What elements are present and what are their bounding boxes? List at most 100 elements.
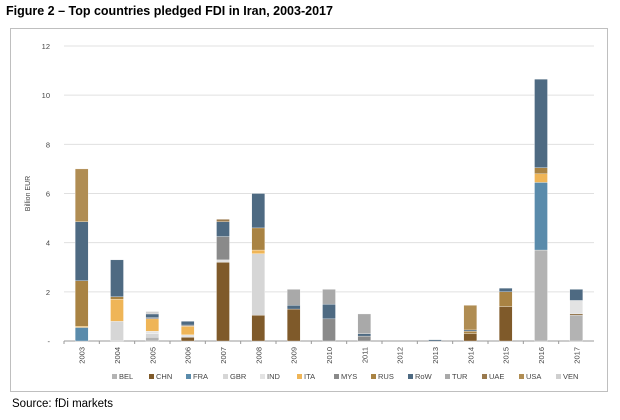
legend-swatch-mys bbox=[334, 374, 339, 379]
bar-segment-ita-2008 bbox=[251, 249, 265, 254]
bar-segment-ita-2005 bbox=[145, 318, 159, 332]
bar-segment-gbr-2008 bbox=[251, 253, 265, 316]
x-tick-label: 2007 bbox=[219, 347, 228, 364]
x-tick-label: 2013 bbox=[431, 347, 440, 364]
bar-segment-fra-2016 bbox=[534, 182, 548, 251]
y-tick-label: 6 bbox=[46, 190, 50, 199]
legend-swatch-ven bbox=[556, 374, 561, 379]
bar-segment-rus-2004 bbox=[110, 296, 124, 300]
bar-segment-usa-2003 bbox=[75, 168, 89, 222]
bar-segment-row-2003 bbox=[75, 221, 89, 281]
x-tick-label: 2011 bbox=[360, 347, 369, 363]
x-tick-label: 2017 bbox=[572, 347, 581, 364]
bar-segment-chn-2006 bbox=[181, 337, 195, 342]
x-tick-label: 2012 bbox=[396, 347, 405, 364]
legend-label-usa: USA bbox=[526, 372, 541, 381]
bar-segment-ita-2006 bbox=[181, 326, 195, 336]
chart-frame bbox=[10, 28, 608, 392]
bar-segment-ind-2007 bbox=[216, 259, 230, 263]
legend-label-uae: UAE bbox=[489, 372, 504, 381]
x-tick-label: 2009 bbox=[290, 347, 299, 364]
legend-swatch-row bbox=[408, 374, 413, 379]
chart-title: Figure 2 – Top countries pledged FDI in … bbox=[6, 4, 333, 18]
bar-segment-row-2015 bbox=[499, 287, 513, 292]
source-note: Source: fDi markets bbox=[12, 398, 113, 410]
legend-swatch-rus bbox=[371, 374, 376, 379]
legend-swatch-ita bbox=[297, 374, 302, 379]
bar-segment-chn-2007 bbox=[216, 262, 230, 342]
legend-label-fra: FRA bbox=[193, 372, 208, 381]
bar-segment-ita-2016 bbox=[534, 173, 548, 183]
bar-segment-chn-2017 bbox=[569, 313, 583, 316]
stacked-bar-chart: - 2 4 6 8 10 12 Billion EUR 2003 2004 2005 2006 2007… bbox=[25, 42, 594, 381]
bar-segment-mys-2006 bbox=[181, 324, 195, 327]
legend-label-ita: ITA bbox=[304, 372, 315, 381]
bar-segment-bel-2017 bbox=[569, 315, 583, 342]
bar-segment-chn-2009 bbox=[287, 308, 301, 342]
y-tick-label: 4 bbox=[46, 239, 50, 248]
x-tick-label: 2003 bbox=[78, 347, 87, 364]
bar-segment-row-2005 bbox=[145, 313, 159, 318]
bar-segment-bel-2005 bbox=[145, 337, 159, 342]
bar-segment-rus-2015 bbox=[499, 291, 513, 307]
bar-segment-bel-2016 bbox=[534, 249, 548, 342]
y-tick-label: 8 bbox=[46, 140, 50, 149]
x-tick-label: 2004 bbox=[113, 347, 122, 364]
bar-segment-row-2008 bbox=[251, 193, 265, 229]
bar-segment-chn-2014 bbox=[463, 333, 477, 342]
bar-segment-rus-2003 bbox=[75, 280, 89, 327]
bar-segment-row-2010 bbox=[322, 303, 336, 320]
bar-segment-fra-2003 bbox=[75, 327, 89, 342]
x-tick-label: 2006 bbox=[184, 347, 193, 364]
bar-segment-mys-2010 bbox=[322, 318, 336, 342]
legend-swatch-tur bbox=[445, 374, 450, 379]
bar-segment-chn-2015 bbox=[499, 306, 513, 342]
bar-segment-row-2011 bbox=[357, 333, 371, 337]
legend-swatch-gbr bbox=[223, 374, 228, 379]
bar-segment-usa-2014 bbox=[463, 305, 477, 331]
legend-label-rus: RUS bbox=[378, 372, 394, 381]
y-axis-label: Billion EUR bbox=[25, 176, 32, 211]
bar-segment-tur-2010 bbox=[322, 289, 336, 305]
bar-segment-rus-2008 bbox=[251, 227, 265, 251]
legend-label-chn: CHN bbox=[156, 372, 172, 381]
bar-segment-mys-2005 bbox=[145, 317, 159, 320]
bar-segment-row-2006 bbox=[181, 321, 195, 326]
y-tick-label: - bbox=[48, 337, 51, 346]
legend-swatch-uae bbox=[482, 374, 487, 379]
y-tick-label: 12 bbox=[42, 42, 50, 51]
bar-segment-ind-2005 bbox=[145, 331, 159, 334]
bar-segment-gbr-2004 bbox=[110, 321, 124, 342]
bar-segment-uae-2007 bbox=[216, 219, 230, 222]
x-tick-label: 2014 bbox=[466, 347, 475, 364]
bar-segment-ita-2004 bbox=[110, 299, 124, 322]
legend-swatch-bel bbox=[112, 374, 117, 379]
legend-label-ven: VEN bbox=[563, 372, 578, 381]
legend-swatch-fra bbox=[186, 374, 191, 379]
bar-segment-row-2009 bbox=[287, 305, 301, 310]
bar-segment-gbr-2005 bbox=[145, 333, 159, 338]
legend-swatch-chn bbox=[149, 374, 154, 379]
legend-swatch-ind bbox=[260, 374, 265, 379]
bar-segment-ven-2005 bbox=[145, 311, 159, 315]
x-tick-label: 2008 bbox=[254, 347, 263, 364]
legend-label-bel: BEL bbox=[119, 372, 133, 381]
bar-segment-row-2013 bbox=[428, 339, 442, 342]
bar-segment-ind-2017 bbox=[569, 300, 583, 315]
y-tick-label: 10 bbox=[42, 91, 50, 100]
legend-label-gbr: GBR bbox=[230, 372, 247, 381]
legend-label-row: RoW bbox=[415, 372, 433, 381]
bar-segment-mys-2007 bbox=[216, 236, 230, 261]
bar-segment-row-2016 bbox=[534, 79, 548, 168]
x-tick-label: 2016 bbox=[537, 347, 546, 364]
legend-label-mys: MYS bbox=[341, 372, 357, 381]
x-tick-label: 2005 bbox=[148, 347, 157, 364]
bar-segment-rus-2014 bbox=[463, 331, 477, 334]
bar-segment-row-2014 bbox=[463, 329, 477, 332]
y-tick-label: 2 bbox=[46, 288, 50, 297]
bar-segment-ita-2003 bbox=[75, 326, 89, 328]
bar-segment-chn-2008 bbox=[251, 315, 265, 342]
bar-segment-tur-2011 bbox=[357, 313, 371, 334]
legend-label-ind: IND bbox=[267, 372, 281, 381]
legend-swatch-usa bbox=[519, 374, 524, 379]
